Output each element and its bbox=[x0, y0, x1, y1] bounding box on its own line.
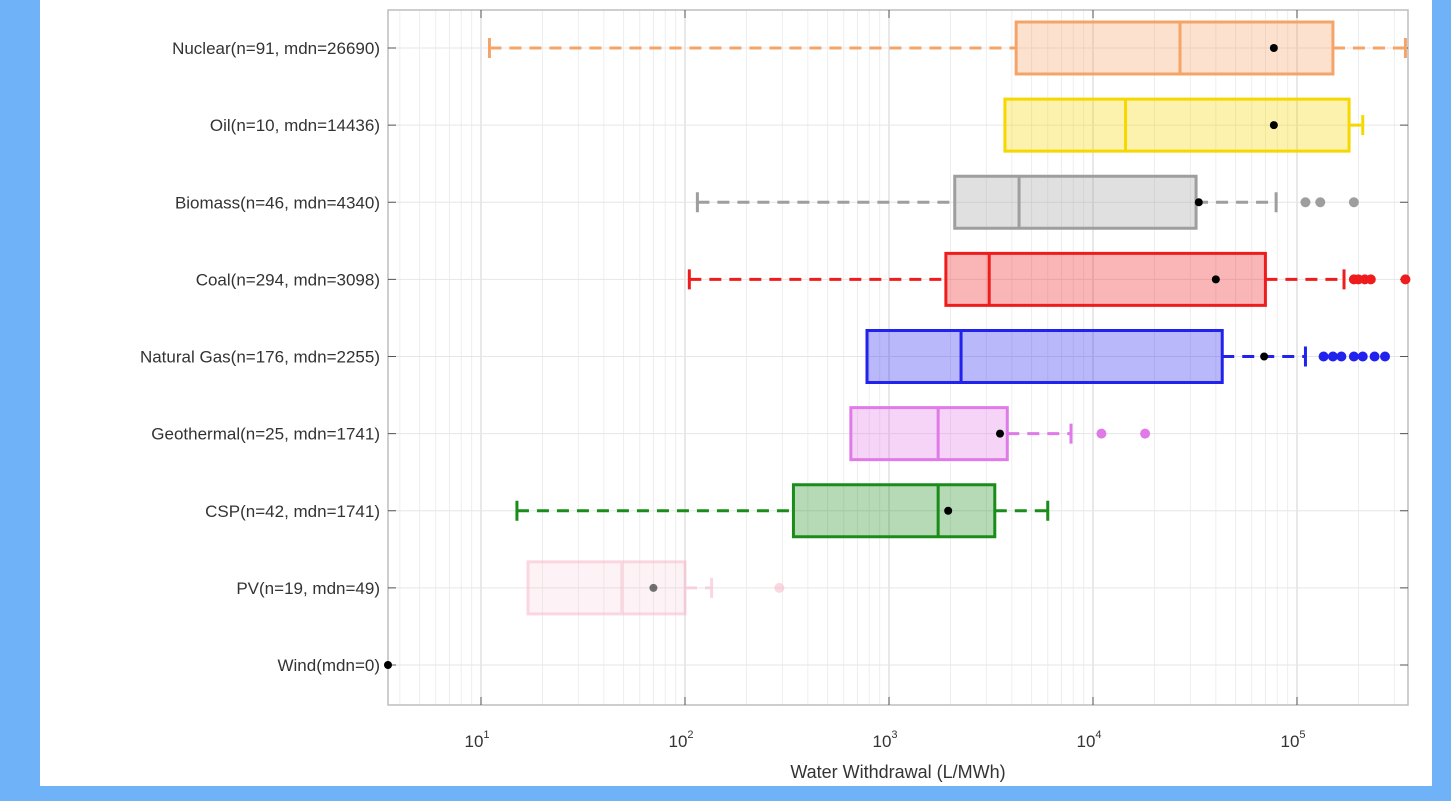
outlier-point bbox=[1300, 197, 1311, 208]
iqr-box bbox=[526, 560, 687, 616]
x-tick-label: 104 bbox=[1076, 729, 1101, 751]
box-group-oil bbox=[1003, 97, 1365, 153]
outlier-point bbox=[1365, 274, 1376, 285]
chart-panel: Nuclear(n=91, mdn=26690) Oil(n=10, mdn=14… bbox=[40, 0, 1432, 786]
mean-point bbox=[1269, 44, 1278, 52]
box-group-nuclear bbox=[487, 20, 1407, 76]
outlier-point bbox=[1096, 428, 1107, 439]
box-group-geothermal bbox=[849, 406, 1151, 462]
x-tick-base: 10 bbox=[872, 732, 891, 751]
outlier-point bbox=[1380, 351, 1391, 362]
box-group-biomass bbox=[695, 174, 1359, 230]
x-tick-label: 103 bbox=[872, 729, 897, 751]
category-label: Natural Gas(n=176, mdn=2255) bbox=[140, 348, 380, 367]
mean-point bbox=[996, 429, 1004, 438]
mean-point bbox=[384, 661, 392, 669]
outlier-point bbox=[1318, 351, 1329, 362]
mean-point bbox=[1194, 198, 1203, 207]
box-group-natural-gas bbox=[865, 329, 1391, 384]
mean-point bbox=[649, 583, 658, 592]
x-tick-label: 102 bbox=[668, 729, 693, 751]
category-label: Coal(n=294, mdn=3098) bbox=[196, 270, 380, 289]
category-label: Biomass(n=46, mdn=4340) bbox=[175, 193, 380, 212]
mean-point bbox=[1269, 121, 1278, 130]
category-label: Oil(n=10, mdn=14436) bbox=[210, 116, 380, 135]
outlier-point bbox=[1348, 197, 1359, 208]
boxplot-chart: Nuclear(n=91, mdn=26690) Oil(n=10, mdn=14… bbox=[140, 9, 1411, 782]
x-tick-labels: 101 102 103 104 105 bbox=[464, 729, 1305, 751]
x-tick-base: 10 bbox=[1280, 732, 1299, 751]
outlier-point bbox=[1348, 351, 1359, 362]
box-group-csp bbox=[515, 483, 1050, 539]
box-group-pv bbox=[526, 560, 785, 616]
outlier-point bbox=[1357, 351, 1368, 362]
x-tick-base: 10 bbox=[464, 732, 483, 751]
iqr-box bbox=[849, 406, 1009, 462]
plot-frame bbox=[387, 9, 1409, 706]
x-tick-exponent: 2 bbox=[687, 729, 693, 741]
x-tick-exponent: 5 bbox=[1299, 729, 1305, 741]
outlier-point bbox=[1140, 428, 1151, 439]
category-label: PV(n=19, mdn=49) bbox=[236, 579, 380, 598]
plot-area-border bbox=[387, 9, 1409, 706]
iqr-box bbox=[1014, 20, 1335, 76]
x-tick-base: 10 bbox=[668, 732, 687, 751]
x-tick-base: 10 bbox=[1076, 732, 1095, 751]
box-layer bbox=[384, 20, 1411, 669]
x-tick-exponent: 1 bbox=[483, 729, 489, 741]
outlier-point bbox=[1369, 351, 1380, 362]
iqr-box bbox=[1003, 97, 1351, 153]
iqr-box bbox=[791, 483, 997, 539]
outlier-point bbox=[1400, 274, 1411, 285]
category-label: Wind(mdn=0) bbox=[277, 656, 380, 675]
x-tick-label: 101 bbox=[464, 729, 489, 751]
mean-point bbox=[1260, 352, 1269, 361]
outlier-point bbox=[1336, 351, 1347, 362]
outlier-point bbox=[1327, 351, 1338, 362]
outlier-point bbox=[774, 582, 785, 593]
x-tick-exponent: 4 bbox=[1095, 729, 1101, 741]
iqr-box bbox=[865, 329, 1224, 384]
category-label: Nuclear(n=91, mdn=26690) bbox=[172, 39, 380, 58]
box-group-coal bbox=[687, 251, 1411, 307]
mean-point bbox=[944, 506, 953, 515]
outlier-point bbox=[1315, 197, 1326, 208]
x-axis-title: Water Withdrawal (L/MWh) bbox=[790, 762, 1005, 782]
mean-point bbox=[1211, 275, 1220, 284]
box-group-wind bbox=[384, 661, 392, 669]
x-tick-label: 105 bbox=[1280, 729, 1305, 751]
category-labels: Nuclear(n=91, mdn=26690) Oil(n=10, mdn=14… bbox=[140, 39, 380, 675]
category-label: Geothermal(n=25, mdn=1741) bbox=[151, 425, 380, 444]
x-tick-exponent: 3 bbox=[891, 729, 897, 741]
grid-layer bbox=[388, 10, 1408, 705]
category-label: CSP(n=42, mdn=1741) bbox=[205, 502, 380, 521]
iqr-box bbox=[953, 174, 1198, 230]
